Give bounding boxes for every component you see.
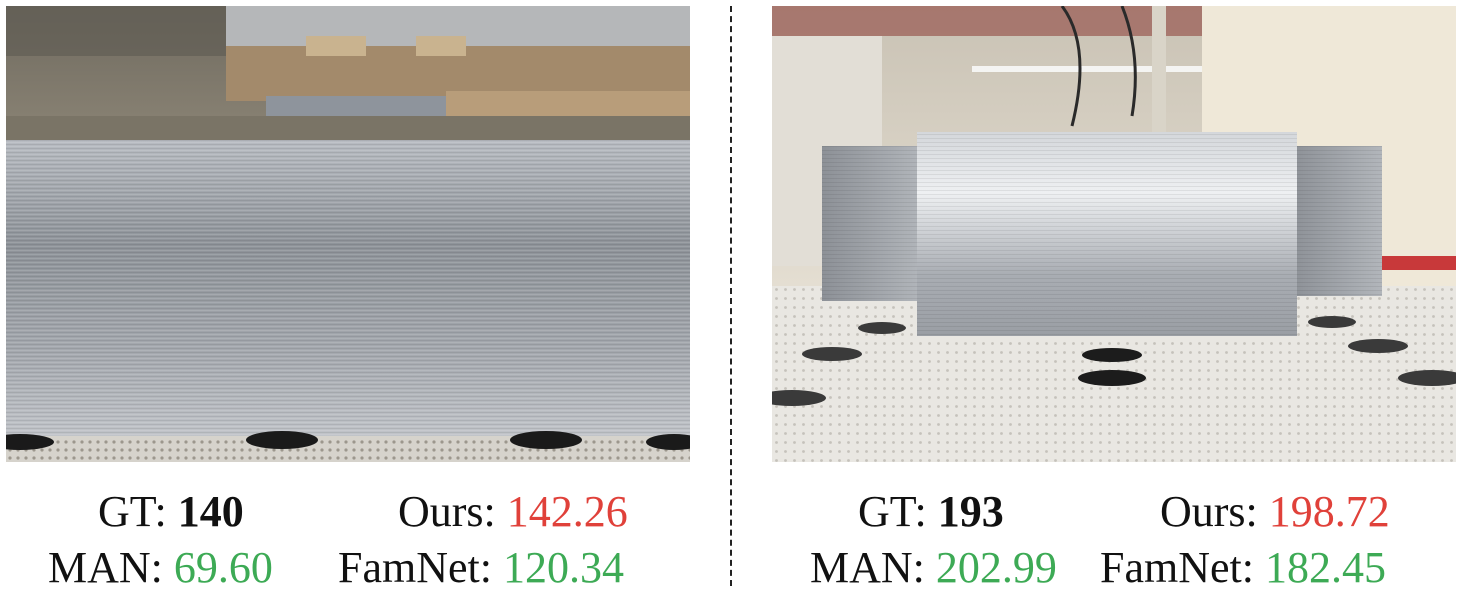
left-photo	[6, 6, 690, 462]
right-gt-label: GT:	[858, 487, 927, 536]
right-ours-caption: Ours: 198.72	[1160, 486, 1390, 538]
right-famnet-label: FamNet:	[1100, 543, 1254, 592]
left-man-caption: MAN: 69.60	[48, 542, 273, 594]
right-man-value: 202.99	[935, 543, 1057, 592]
left-gt-value: 140	[177, 487, 244, 536]
panel-divider	[730, 6, 732, 586]
left-ours-caption: Ours: 142.26	[398, 486, 628, 538]
right-ours-label: Ours:	[1160, 487, 1258, 536]
left-ours-value: 142.26	[506, 487, 628, 536]
right-photo	[772, 6, 1456, 462]
left-famnet-caption: FamNet: 120.34	[338, 542, 624, 594]
right-gt-value: 193	[937, 487, 1004, 536]
left-man-label: MAN:	[48, 543, 163, 592]
right-famnet-caption: FamNet: 182.45	[1100, 542, 1386, 594]
left-man-value: 69.60	[173, 543, 273, 592]
left-famnet-value: 120.34	[502, 543, 624, 592]
right-gt-caption: GT: 193	[858, 486, 1004, 538]
right-man-label: MAN:	[810, 543, 925, 592]
right-man-caption: MAN: 202.99	[810, 542, 1057, 594]
left-ours-label: Ours:	[398, 487, 496, 536]
right-ours-value: 198.72	[1268, 487, 1390, 536]
left-gt-label: GT:	[98, 487, 167, 536]
right-famnet-value: 182.45	[1264, 543, 1386, 592]
left-famnet-label: FamNet:	[338, 543, 492, 592]
left-gt-caption: GT: 140	[98, 486, 244, 538]
